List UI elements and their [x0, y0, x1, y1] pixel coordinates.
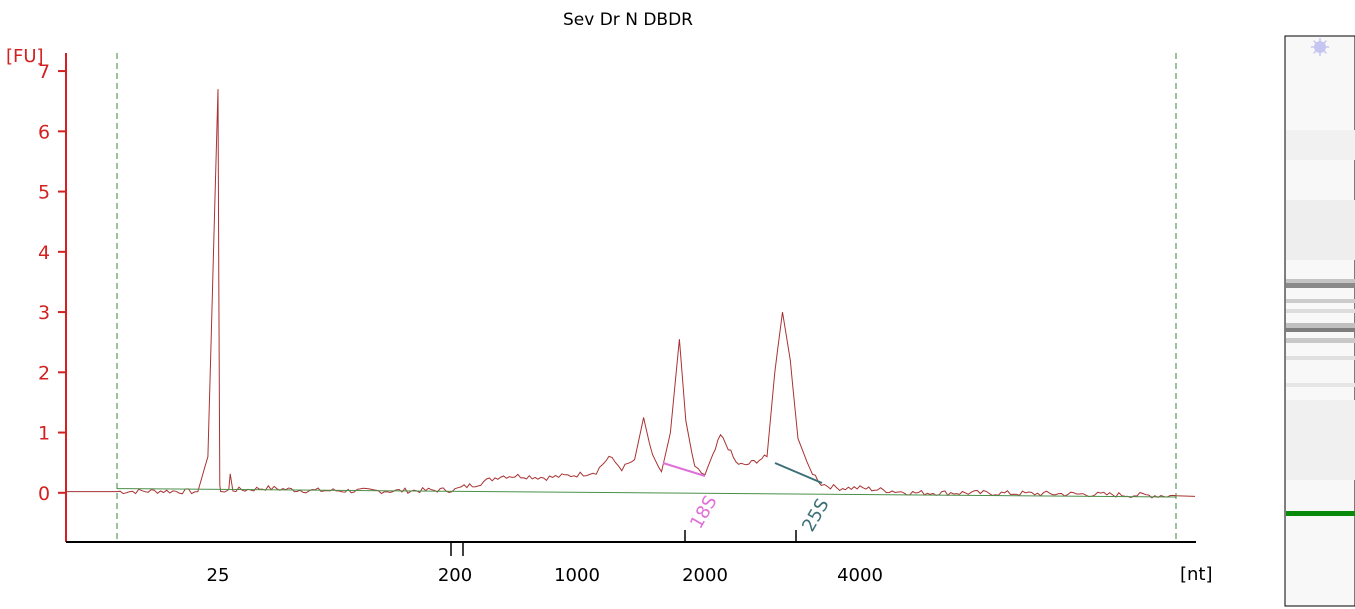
- gel-band: [1286, 338, 1355, 343]
- sparkle-icon: [1311, 38, 1329, 56]
- gel-band: [1286, 328, 1355, 332]
- marker-25s-bar: [774, 462, 823, 484]
- gel-band: [1286, 283, 1355, 288]
- baseline-line: [116, 488, 1177, 498]
- y-tick-label: 2: [38, 362, 50, 384]
- y-tick-label: 4: [38, 242, 50, 264]
- ticks: 0 1 2 3 4 5 6 7 25 200 1000 2000 4000: [38, 61, 883, 586]
- x-tick-label: 200: [438, 565, 472, 586]
- gel-smear: [1286, 400, 1355, 480]
- axes: [65, 53, 1196, 543]
- gel-frame: [1284, 35, 1355, 607]
- gel-band: [1286, 309, 1355, 313]
- sparkle-ray: [1319, 46, 1327, 54]
- gel-ladder-marker: [1286, 511, 1355, 516]
- chart-title: Sev Dr N DBDR: [563, 10, 693, 30]
- markers: 18S 25S: [662, 462, 834, 542]
- x-tick-label: 2000: [682, 565, 728, 586]
- gel-band: [1286, 299, 1355, 303]
- gel-band: [1286, 356, 1355, 360]
- gel-band: [1286, 383, 1355, 387]
- marker-25s-label: 25S: [798, 495, 833, 535]
- sparkle-ray: [1313, 40, 1321, 48]
- marker-18s-label: 18S: [686, 492, 721, 532]
- y-tick-label: 6: [38, 121, 50, 143]
- y-tick-label: 1: [38, 423, 50, 445]
- y-tick-label: 0: [38, 483, 50, 505]
- gel-band: [1286, 323, 1355, 329]
- signal-trace: [66, 89, 1196, 499]
- y-axis-label: [FU]: [6, 46, 44, 67]
- sparkle-ray: [1319, 40, 1327, 48]
- x-axis-label: [nt]: [1180, 564, 1213, 585]
- marker-18s-bar: [662, 462, 706, 477]
- gel-smear: [1286, 130, 1355, 160]
- gel-lane: [1284, 35, 1355, 607]
- x-tick-label: 1000: [554, 565, 600, 586]
- gel-smear: [1286, 200, 1355, 260]
- y-tick-label: 7: [38, 61, 50, 83]
- traces: [66, 89, 1196, 499]
- y-tick-label: 3: [38, 302, 50, 324]
- x-tick-label: 25: [207, 565, 230, 586]
- y-tick-label: 5: [38, 182, 50, 204]
- sparkle-ray: [1313, 46, 1321, 54]
- x-tick-label: 4000: [837, 565, 883, 586]
